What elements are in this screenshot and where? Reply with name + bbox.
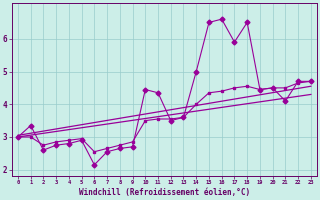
X-axis label: Windchill (Refroidissement éolien,°C): Windchill (Refroidissement éolien,°C): [79, 188, 250, 197]
